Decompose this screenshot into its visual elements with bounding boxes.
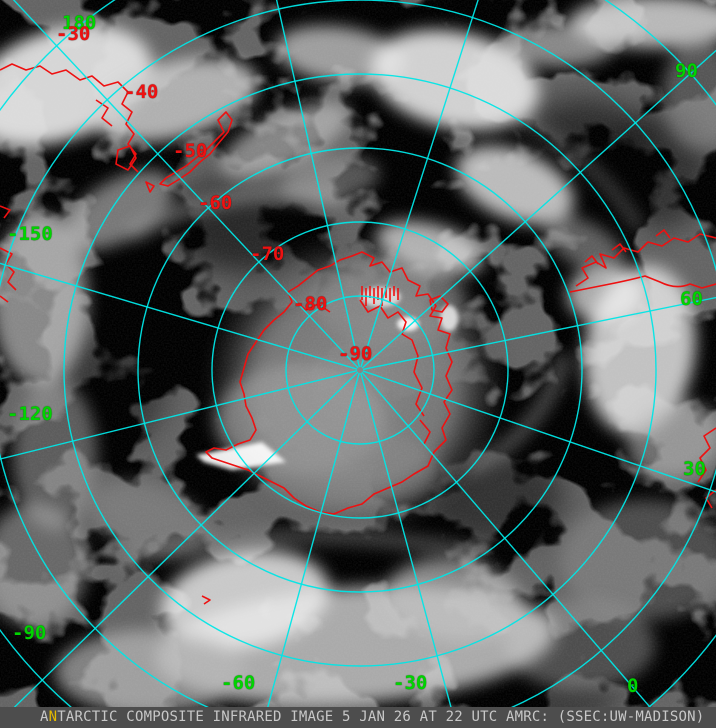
latitude-circle — [285, 295, 435, 445]
latitude-circle — [137, 147, 583, 593]
ice-shelf-hatch-marks — [361, 286, 399, 306]
latitude-circle — [211, 221, 509, 519]
longitude-line — [261, 372, 360, 728]
longitude-line — [362, 296, 716, 371]
longitude-line — [0, 262, 358, 370]
caption-first-char: A — [40, 709, 49, 725]
longitude-line — [0, 370, 358, 460]
longitude-line — [275, 0, 361, 368]
longitude-line — [361, 371, 669, 728]
longitude-line — [362, 370, 716, 493]
longitude-line — [360, 0, 479, 368]
coastline-right-upper — [575, 229, 716, 287]
longitude-line — [0, 371, 359, 723]
coastline-left-edge — [0, 205, 17, 303]
longitude-line — [12, 0, 359, 369]
coastline-island-east — [429, 295, 449, 313]
latitude-circle — [63, 73, 657, 667]
coastline-right-lower — [569, 275, 716, 293]
coastline-small-island — [201, 595, 211, 605]
longitude-line — [360, 372, 458, 728]
caption-bar: ANTARCTIC COMPOSITE INFRARED IMAGE 5 JAN… — [0, 707, 716, 728]
caption-text: TARCTIC COMPOSITE INFRARED IMAGE 5 JAN 2… — [57, 709, 705, 725]
coastline-new-zealand — [145, 111, 233, 193]
coastline-africa-tip — [697, 427, 716, 509]
caption-cursor-char: N — [48, 709, 58, 725]
longitude-line — [361, 49, 716, 369]
